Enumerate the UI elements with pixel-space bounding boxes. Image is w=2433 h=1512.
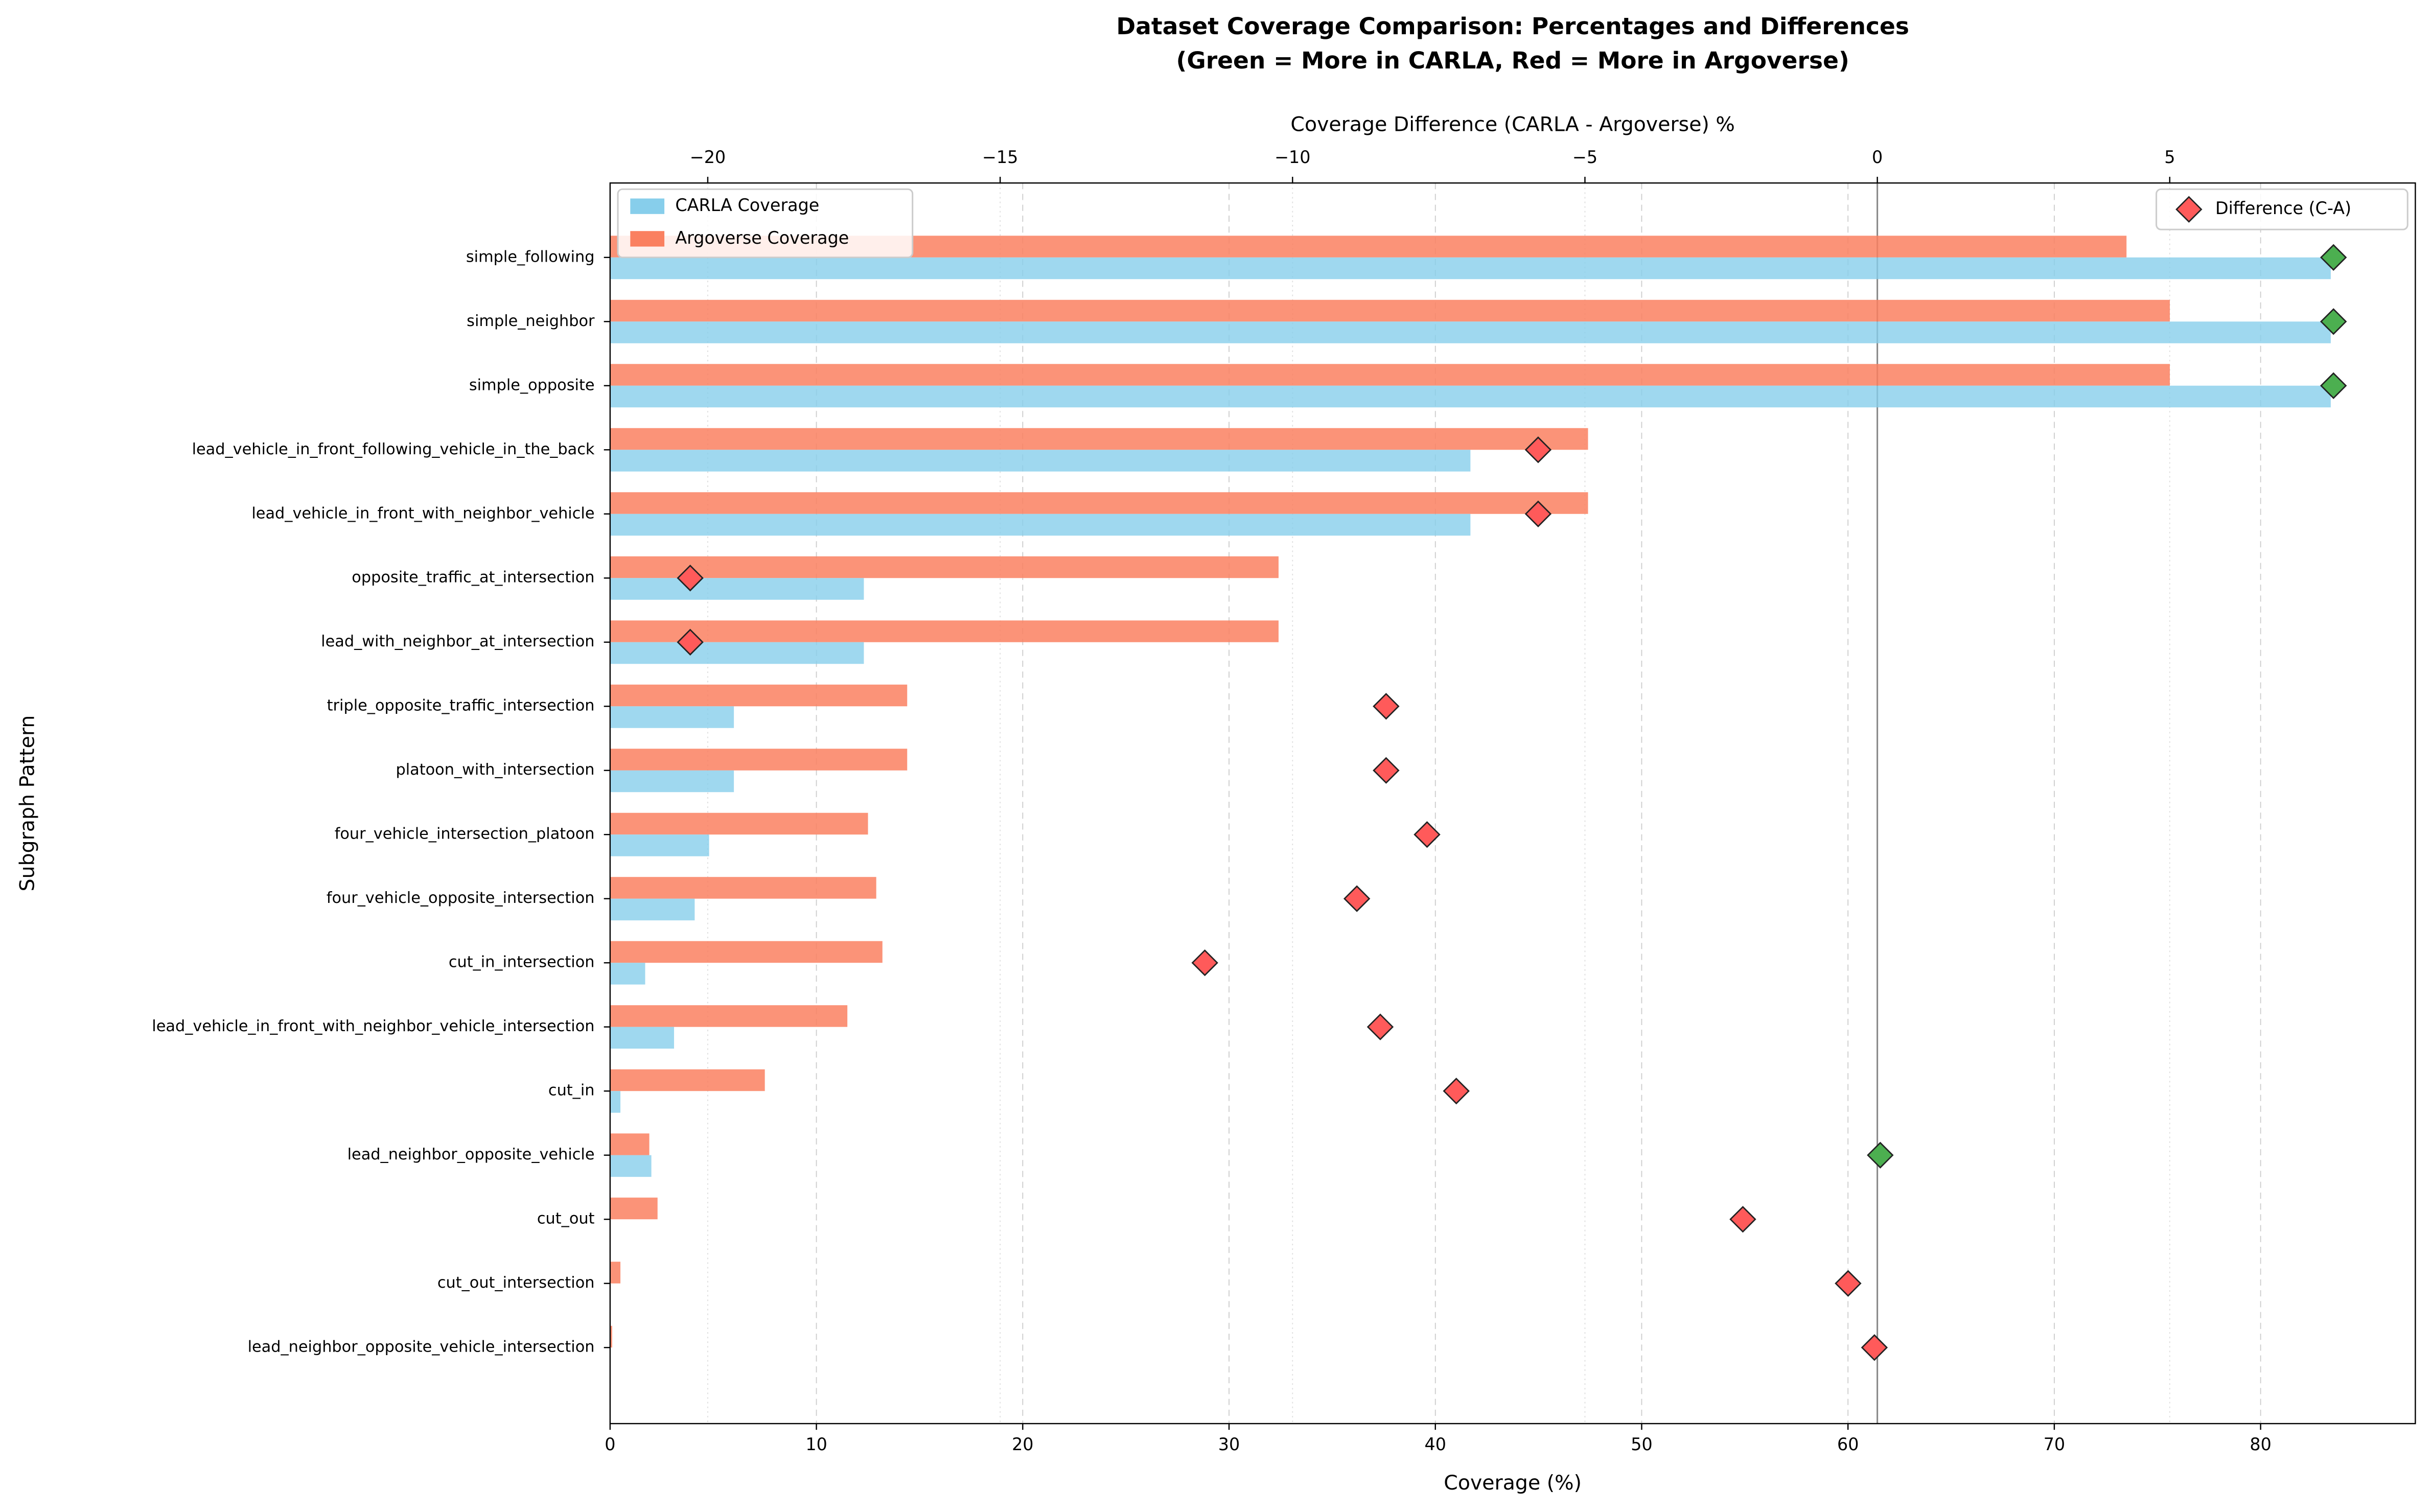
y-tick-label: platoon_with_intersection: [396, 761, 594, 779]
difference-marker: [1373, 757, 1400, 784]
difference-marker: [2320, 244, 2347, 271]
x2-tick-label: −10: [1275, 147, 1310, 167]
chart-title: Dataset Coverage Comparison: Percentages…: [1116, 13, 1909, 40]
x2-tick-label: −15: [982, 147, 1018, 167]
difference-marker: [1343, 885, 1371, 912]
y-tick-label: triple_opposite_traffic_intersection: [327, 697, 595, 715]
y-tick-label: cut_out_intersection: [437, 1274, 595, 1292]
legend-box: [617, 188, 914, 259]
legend-box: [2156, 188, 2408, 230]
difference-marker: [1867, 1142, 1894, 1169]
y-tick-label: simple_opposite: [469, 376, 595, 394]
x-tick-label: 10: [805, 1434, 827, 1454]
difference-marker: [2320, 308, 2347, 335]
bar: [610, 963, 645, 985]
bar: [610, 514, 1471, 536]
bar: [610, 492, 1588, 514]
difference-marker: [1835, 1270, 1862, 1297]
difference-marker: [1443, 1077, 1470, 1105]
bar: [610, 620, 1279, 642]
bar: [610, 1155, 652, 1177]
legend-swatch: [2175, 196, 2203, 223]
x-tick-label: 60: [1837, 1434, 1859, 1454]
y-tick-label: four_vehicle_opposite_intersection: [327, 889, 595, 907]
bar: [610, 450, 1471, 472]
bar: [610, 1197, 658, 1220]
y-tick-label: lead_vehicle_in_front_following_vehicle_…: [192, 440, 595, 458]
y-tick-label: lead_vehicle_in_front_with_neighbor_vehi…: [152, 1017, 594, 1035]
bar: [610, 877, 876, 899]
chart-subtitle: (Green = More in CARLA, Red = More in Ar…: [1176, 47, 1849, 74]
bar: [610, 1133, 650, 1155]
bar: [610, 556, 1279, 578]
x-tick-label: 30: [1218, 1434, 1240, 1454]
bar: [610, 684, 908, 707]
x2-tick-label: 5: [2164, 147, 2175, 167]
x-tick-label: 50: [1631, 1434, 1652, 1454]
bar: [610, 642, 864, 664]
y-tick-label: cut_in: [548, 1082, 595, 1100]
plot-frame: [609, 182, 2416, 1425]
y-tick-label: lead_neighbor_opposite_vehicle: [347, 1146, 595, 1164]
bar: [610, 364, 2170, 386]
bar: [610, 385, 2331, 408]
difference-marker: [1373, 693, 1400, 720]
x-tick-label: 80: [2250, 1434, 2271, 1454]
difference-marker: [1414, 821, 1441, 848]
x2-tick-label: −20: [690, 147, 726, 167]
legend-label: Difference (C-A): [2215, 198, 2351, 218]
x2-axis-label: Coverage Difference (CARLA - Argoverse) …: [1290, 112, 1734, 136]
x-tick-label: 0: [605, 1434, 615, 1454]
y-tick-label: cut_in_intersection: [449, 953, 595, 971]
bar: [610, 1262, 621, 1284]
bar: [610, 706, 734, 728]
difference-marker: [1861, 1334, 1888, 1361]
y-tick-label: opposite_traffic_at_intersection: [352, 569, 594, 587]
difference-marker: [677, 629, 704, 656]
bar: [610, 812, 868, 835]
y-tick-label: four_vehicle_intersection_platoon: [335, 825, 595, 843]
bar: [610, 578, 864, 600]
bar: [610, 749, 908, 771]
x-axis-label: Coverage (%): [1444, 1471, 1582, 1495]
difference-marker: [1366, 1013, 1394, 1040]
legend-label: CARLA Coverage: [675, 195, 819, 215]
x-tick-label: 20: [1012, 1434, 1033, 1454]
bar: [610, 428, 1588, 450]
x2-tick-label: 0: [1872, 147, 1883, 167]
bar: [610, 1069, 765, 1091]
bar: [610, 1027, 675, 1049]
legend-swatch: [630, 198, 665, 214]
y-tick-label: simple_following: [466, 248, 595, 266]
bar: [610, 898, 695, 921]
y-tick-label: lead_neighbor_opposite_vehicle_intersect…: [248, 1338, 595, 1356]
bar: [610, 941, 883, 963]
y-tick-label: lead_with_neighbor_at_intersection: [321, 633, 594, 650]
bar: [610, 1325, 612, 1348]
y-tick-label: lead_vehicle_in_front_with_neighbor_vehi…: [251, 504, 594, 522]
difference-marker: [1524, 500, 1552, 527]
difference-marker: [1524, 436, 1552, 463]
bar: [610, 1005, 848, 1027]
difference-marker: [677, 565, 704, 592]
difference-marker: [1191, 949, 1218, 976]
difference-marker: [2320, 372, 2347, 399]
difference-marker: [1729, 1205, 1756, 1233]
x-tick-label: 40: [1425, 1434, 1446, 1454]
bar: [610, 770, 734, 793]
y-axis-label: Subgraph Pattern: [15, 715, 39, 892]
bar: [610, 1091, 621, 1113]
bar: [610, 299, 2170, 322]
legend-swatch: [630, 231, 665, 247]
x2-tick-label: −5: [1572, 147, 1597, 167]
bar: [610, 834, 709, 856]
legend-label: Argoverse Coverage: [675, 228, 849, 248]
bar: [610, 257, 2331, 280]
bar: [610, 321, 2331, 343]
x-tick-label: 70: [2044, 1434, 2065, 1454]
y-tick-label: cut_out: [537, 1210, 595, 1228]
y-tick-label: simple_neighbor: [467, 312, 595, 330]
